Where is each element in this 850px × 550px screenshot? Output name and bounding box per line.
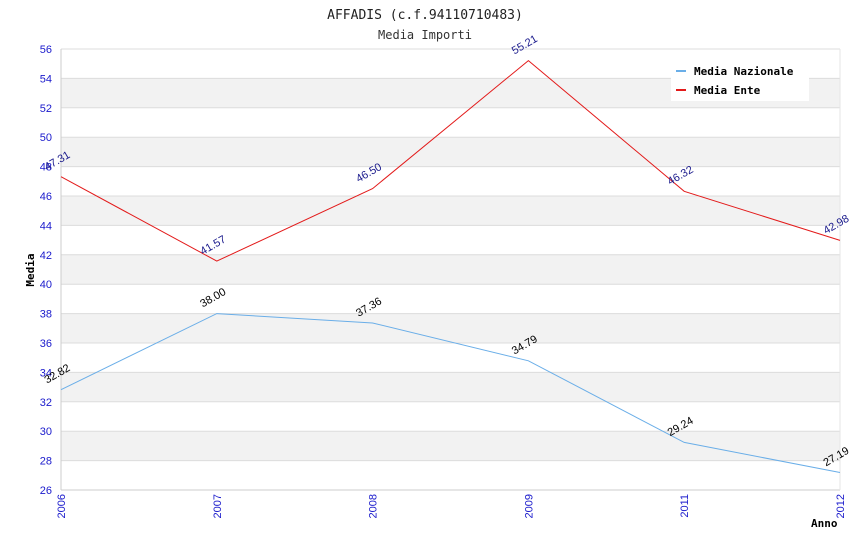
grid-band <box>61 284 840 314</box>
y-tick-label: 50 <box>40 132 52 144</box>
grid-band <box>61 107 840 138</box>
x-tick-label: 2012 <box>835 494 847 518</box>
x-tick-labels: 2006 2007 2008 2009 2011 2012 <box>56 494 847 518</box>
y-tick-label: 48 <box>40 162 52 174</box>
axes <box>60 49 841 491</box>
y-tick-label: 54 <box>40 73 52 85</box>
chart-subtitle: Media Importi <box>378 28 472 42</box>
y-tick-label: 44 <box>40 220 52 232</box>
y-tick-label: 38 <box>40 309 52 321</box>
x-tick-label: 2006 <box>56 494 68 518</box>
y-tick-label: 56 <box>40 44 52 56</box>
y-tick-label: 46 <box>40 191 52 203</box>
grid-band <box>61 372 840 402</box>
y-tick-label: 42 <box>40 250 52 262</box>
x-tick-label: 2009 <box>523 494 535 518</box>
y-tick-label: 26 <box>40 485 52 497</box>
y-axis-label: Media <box>24 253 37 286</box>
grid-band <box>61 225 840 255</box>
x-tick-label: 2007 <box>212 494 224 518</box>
grid-band <box>61 401 840 432</box>
grid-band <box>61 254 840 285</box>
grid-band <box>61 313 840 343</box>
grid-bands <box>61 49 840 490</box>
x-tick-label: 2011 <box>679 494 691 518</box>
chart-title: AFFADIS (c.f.94110710483) <box>327 8 523 23</box>
grid-band <box>61 137 840 167</box>
y-tick-label: 30 <box>40 426 52 438</box>
x-axis-label: Anno <box>811 517 838 530</box>
series-lines <box>60 59 841 473</box>
grid-band <box>61 431 840 461</box>
y-tick-label: 34 <box>40 367 52 379</box>
legend: Media Nazionale Media Ente <box>671 59 809 101</box>
series-line <box>60 59 841 262</box>
grid-band <box>61 166 840 196</box>
y-tick-label: 52 <box>40 103 52 115</box>
grid-lines <box>61 48 840 491</box>
series-line <box>60 313 841 473</box>
grid-band <box>61 196 840 226</box>
y-tick-labels: 26 28 30 32 34 36 38 40 42 44 46 48 50 52 54 56 <box>40 44 52 497</box>
x-tick-label: 2008 <box>368 494 380 518</box>
legend-label: Media Nazionale <box>694 65 794 78</box>
legend-box <box>671 59 809 101</box>
y-tick-label: 40 <box>40 279 52 291</box>
y-tick-label: 36 <box>40 338 52 350</box>
legend-label: Media Ente <box>694 84 761 97</box>
y-tick-label: 28 <box>40 456 52 468</box>
y-tick-label: 32 <box>40 397 52 409</box>
grid-band <box>61 460 840 490</box>
grid-band <box>61 343 840 373</box>
